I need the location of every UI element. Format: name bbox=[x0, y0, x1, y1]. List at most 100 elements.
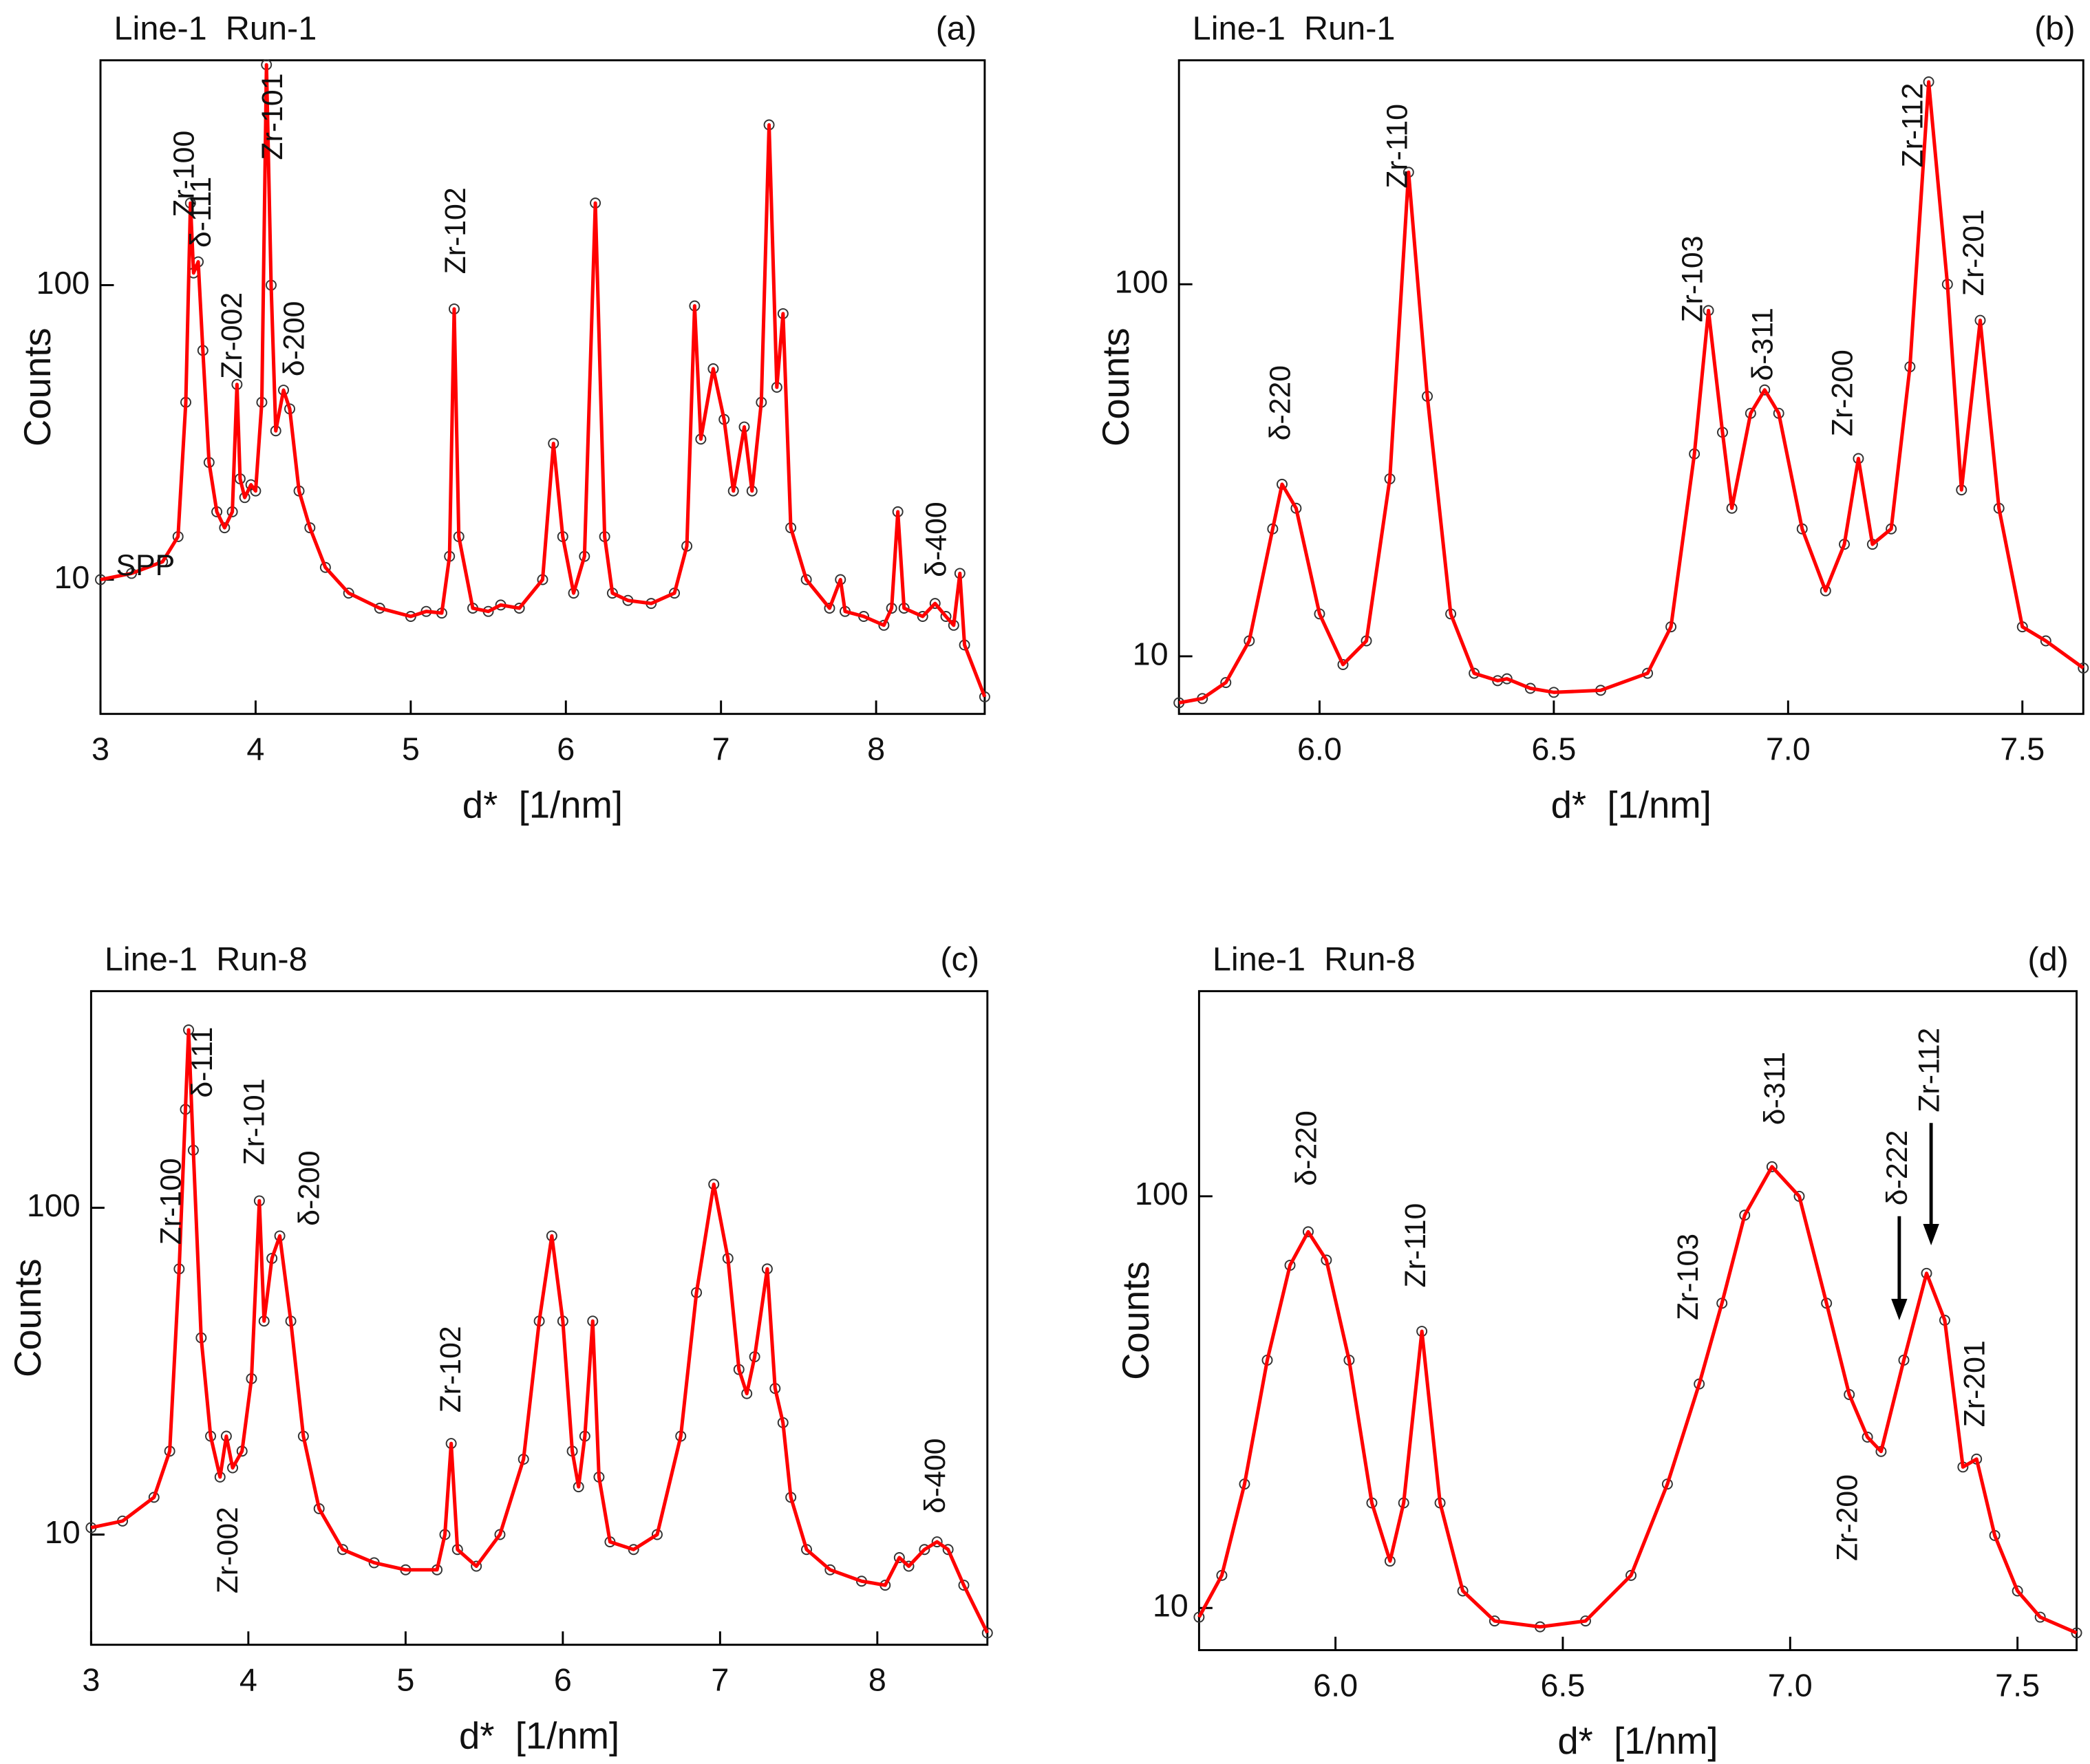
peak-label: Zr-101 bbox=[238, 1078, 271, 1165]
peak-label: δ-222 bbox=[1881, 1130, 1914, 1206]
peak-label: SPP bbox=[116, 549, 175, 582]
data-point bbox=[878, 619, 890, 631]
plot-frame bbox=[1197, 990, 2078, 1651]
data-point bbox=[2078, 662, 2089, 674]
peak-label: δ-220 bbox=[1290, 1110, 1323, 1186]
data-point bbox=[471, 1560, 482, 1572]
arrow-head bbox=[1891, 1298, 1908, 1320]
peak-label: δ-311 bbox=[1747, 308, 1780, 380]
x-tick-label: 5 bbox=[402, 731, 420, 767]
fit-line bbox=[1178, 80, 2084, 704]
panel-title: Line-1 Run-8 bbox=[1213, 941, 1416, 978]
data-point bbox=[1193, 1611, 1205, 1623]
y-axis-label: Counts bbox=[1115, 1261, 1157, 1380]
x-axis-label: d* [1/nm] bbox=[1557, 1720, 1718, 1762]
data-point bbox=[919, 1544, 930, 1556]
panel-label: (d) bbox=[2027, 941, 2068, 978]
x-tick-label: 4 bbox=[246, 731, 264, 767]
x-tick-label: 8 bbox=[867, 731, 885, 767]
data-point bbox=[337, 1544, 348, 1556]
arrow-head bbox=[1923, 1224, 1939, 1246]
panel-label: (b) bbox=[2034, 10, 2075, 47]
y-tick-label: 10 bbox=[1133, 636, 1169, 671]
data-point bbox=[931, 1536, 943, 1548]
data-point bbox=[1302, 1226, 1314, 1238]
plot-frame bbox=[89, 990, 989, 1646]
plot-frame bbox=[99, 59, 986, 716]
data-point bbox=[958, 1580, 970, 1591]
x-tick-label: 6.0 bbox=[1297, 731, 1342, 767]
peak-label: δ-111 bbox=[184, 177, 217, 248]
y-tick-label: 100 bbox=[27, 1187, 81, 1223]
data-point bbox=[979, 691, 990, 702]
data-point bbox=[942, 1544, 954, 1556]
data-point bbox=[1862, 1431, 1873, 1443]
data-point bbox=[1220, 677, 1232, 689]
data-point bbox=[2034, 1611, 2046, 1623]
x-tick-label: 4 bbox=[239, 1662, 257, 1698]
y-tick-label: 10 bbox=[45, 1514, 81, 1550]
x-tick-label: 3 bbox=[82, 1662, 100, 1698]
data-point bbox=[1759, 384, 1771, 396]
y-tick-label: 100 bbox=[1115, 264, 1169, 300]
panel: Line-1 Run-8 (d) d* [1/nm] Counts 6.0 6.5 7.0 7… bbox=[1115, 941, 2082, 1762]
y-axis-label: Counts bbox=[1095, 327, 1137, 447]
peak-label: δ-200 bbox=[293, 1150, 326, 1226]
x-tick-label: 6.0 bbox=[1313, 1667, 1358, 1703]
x-tick-label: 7.5 bbox=[1995, 1667, 2040, 1703]
data-point bbox=[1337, 658, 1349, 670]
peak-label: Zr-100 bbox=[155, 1158, 188, 1245]
x-tick-label: 6 bbox=[554, 1662, 572, 1698]
peak-label: Zr-002 bbox=[211, 1507, 244, 1593]
peak-label: Zr-102 bbox=[434, 1326, 467, 1412]
y-tick-label: 100 bbox=[36, 265, 89, 301]
data-point bbox=[940, 611, 952, 622]
panel: Line-1 Run-1 (b) d* [1/nm] Counts 6.0 6.5 7.0 7… bbox=[1095, 10, 2089, 826]
x-tick-label: 7 bbox=[712, 731, 730, 767]
peak-label: δ-220 bbox=[1263, 365, 1297, 441]
data-point bbox=[219, 522, 231, 534]
peak-label: Zr-201 bbox=[1957, 209, 1990, 296]
x-axis-label: d* [1/nm] bbox=[1551, 784, 1712, 826]
peak-label: Zr-112 bbox=[1912, 1028, 1945, 1112]
data-point bbox=[1766, 1161, 1778, 1172]
y-tick-label: 10 bbox=[1153, 1588, 1188, 1624]
peak-label: δ-311 bbox=[1758, 1052, 1791, 1125]
peak-label: Zr-002 bbox=[215, 292, 248, 379]
peak-label: Zr-101 bbox=[256, 73, 289, 160]
data-point bbox=[1625, 1569, 1637, 1581]
peak-label: Zr-200 bbox=[1831, 1474, 1864, 1561]
peak-label: Zr-200 bbox=[1826, 349, 1859, 436]
peak-label: Zr-112 bbox=[1896, 83, 1929, 168]
fit-line bbox=[100, 63, 987, 698]
y-axis-label: Counts bbox=[17, 327, 58, 447]
peak-label: δ-200 bbox=[277, 301, 310, 377]
data-point bbox=[2040, 635, 2051, 647]
peak-label: Zr-103 bbox=[1676, 235, 1709, 322]
x-tick-label: 7.5 bbox=[2000, 731, 2045, 767]
panel-title: Line-1 Run-1 bbox=[114, 10, 317, 47]
peak-label: δ-400 bbox=[919, 1438, 952, 1514]
x-tick-label: 6.5 bbox=[1540, 1667, 1585, 1703]
y-tick-label: 100 bbox=[1135, 1176, 1188, 1212]
panel-title: Line-1 Run-8 bbox=[105, 941, 308, 978]
data-point bbox=[2071, 1627, 2082, 1639]
x-tick-label: 5 bbox=[396, 1662, 414, 1698]
panel-label: (a) bbox=[936, 10, 977, 47]
peak-label: Zr-110 bbox=[1381, 104, 1414, 189]
x-tick-label: 7.0 bbox=[1768, 1667, 1813, 1703]
x-tick-label: 6.5 bbox=[1531, 731, 1576, 767]
fit-line bbox=[1197, 1165, 2078, 1635]
panel: Line-1 Run-1 (a) d* [1/nm] Counts 3 4 5 6 7 8 10 10… bbox=[17, 10, 990, 826]
peak-label: Zr-100 bbox=[167, 131, 200, 217]
panel-label: (c) bbox=[940, 941, 979, 978]
peak-label: Zr-201 bbox=[1958, 1340, 1991, 1427]
x-tick-label: 7 bbox=[711, 1662, 729, 1698]
x-tick-label: 3 bbox=[92, 731, 109, 767]
peak-label: Zr-110 bbox=[1399, 1203, 1432, 1288]
data-point bbox=[893, 1552, 905, 1564]
data-point bbox=[981, 1627, 993, 1639]
panel-title: Line-1 Run-1 bbox=[1193, 10, 1396, 47]
fit-line bbox=[90, 1028, 990, 1634]
